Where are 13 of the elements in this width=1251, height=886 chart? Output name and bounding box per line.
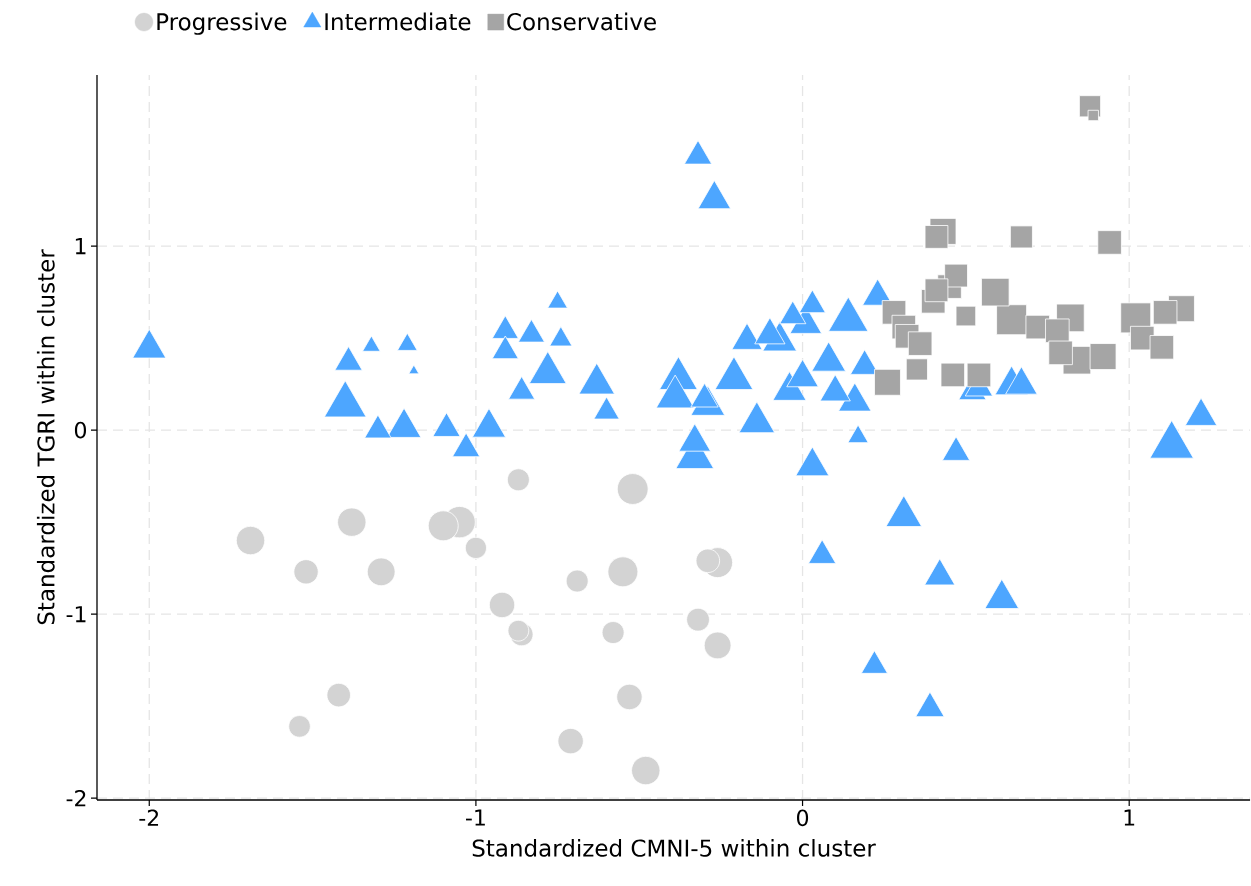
- x-tick-label: -2: [139, 809, 159, 826]
- y-tick-label: -2: [66, 790, 86, 807]
- legend-label: Conservative: [507, 12, 656, 31]
- legend-label: Progressive: [157, 12, 287, 35]
- y-tick-label: -1: [66, 606, 86, 623]
- x-tick-label: -1: [466, 809, 485, 826]
- legend-label: Intermediate: [325, 12, 471, 31]
- y-tick-label: 1: [75, 238, 86, 255]
- x-axis-title: Standardized CMNI-5 within cluster: [472, 839, 876, 857]
- y-axis-title: Standardized TGRI within cluster: [36, 249, 55, 625]
- x-tick-label: 0: [797, 809, 809, 827]
- x-tick-label: 1: [1124, 809, 1135, 826]
- y-tick-label: 0: [74, 421, 87, 439]
